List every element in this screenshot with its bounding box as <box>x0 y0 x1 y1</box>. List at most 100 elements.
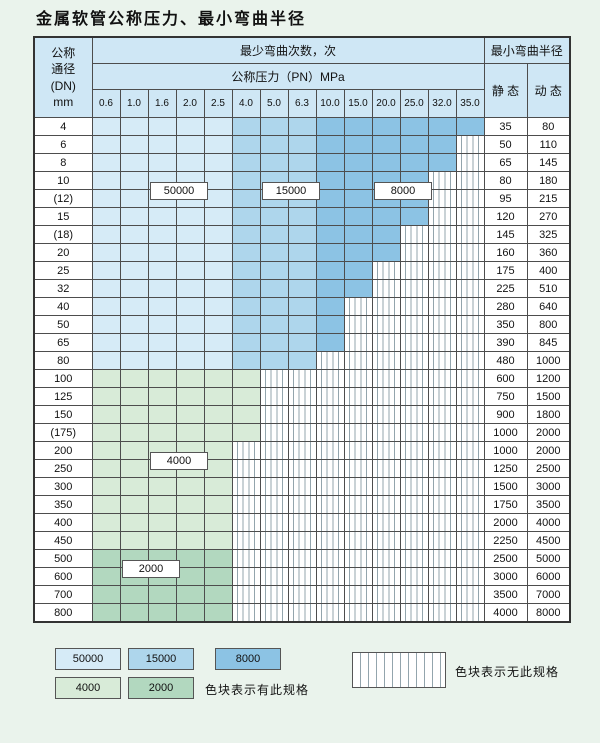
dynamic-cell: 325 <box>526 225 571 244</box>
spec-cell-none <box>259 603 289 623</box>
pressure-value: 2.0 <box>175 89 205 118</box>
spec-cell-none <box>259 477 289 496</box>
spec-cell-15000 <box>231 243 261 262</box>
zone-label-2000: 2000 <box>122 560 180 578</box>
spec-cell-4000 <box>91 459 121 478</box>
dynamic-cell: 7000 <box>526 585 571 604</box>
table-row: 350 1750 3500 <box>33 495 571 514</box>
spec-cell-none <box>399 441 429 460</box>
spec-cell-none <box>399 531 429 550</box>
spec-cell-50000 <box>119 333 149 352</box>
spec-cell-15000 <box>231 261 261 280</box>
spec-cell-none <box>287 459 317 478</box>
spec-cell-50000 <box>147 279 177 298</box>
spec-cell-none <box>259 495 289 514</box>
dynamic-cell: 180 <box>526 171 571 190</box>
dynamic-cell: 510 <box>526 279 571 298</box>
spec-cell-4000 <box>119 405 149 424</box>
spec-cell-15000 <box>231 351 261 370</box>
spec-cell-15000 <box>259 333 289 352</box>
dn-cell: 4 <box>33 117 93 136</box>
static-cell: 1500 <box>483 477 528 496</box>
spec-cell-2000 <box>203 585 233 604</box>
zone-label-4000: 4000 <box>150 452 208 470</box>
legend-box-8000: 8000 <box>215 648 281 670</box>
spec-cell-none <box>315 531 345 550</box>
pressure-values-row: 0.6 1.0 1.6 2.0 2.5 4.0 5.0 6.3 10.0 15.0 20.0 25.0… <box>34 89 570 118</box>
spec-cell-8000 <box>455 117 485 136</box>
spec-cell-none <box>259 369 289 388</box>
spec-cell-none <box>315 369 345 388</box>
spec-cell-none <box>343 603 373 623</box>
spec-cell-none <box>455 333 485 352</box>
spec-cell-none <box>343 297 373 316</box>
spec-cell-15000 <box>231 117 261 136</box>
table-row: 4 35 80 <box>33 117 571 136</box>
spec-cell-50000 <box>175 153 205 172</box>
dynamic-cell: 2500 <box>526 459 571 478</box>
dynamic-cell: 3000 <box>526 477 571 496</box>
spec-cell-8000 <box>399 117 429 136</box>
spec-cell-50000 <box>119 207 149 226</box>
table-row: (18) 145 325 <box>33 225 571 244</box>
table-row: (175) 1000 2000 <box>33 423 571 442</box>
spec-cell-2000 <box>203 549 233 568</box>
spec-cell-none <box>343 477 373 496</box>
spec-cell-2000 <box>203 603 233 623</box>
spec-cell-none <box>343 549 373 568</box>
spec-cell-2000 <box>203 567 233 586</box>
spec-cell-4000 <box>147 369 177 388</box>
spec-cell-15000 <box>259 135 289 154</box>
spec-cell-none <box>427 225 457 244</box>
spec-cell-none <box>371 369 401 388</box>
spec-cell-none <box>343 567 373 586</box>
dn-cell: 40 <box>33 297 93 316</box>
spec-cell-none <box>455 531 485 550</box>
spec-cell-none <box>287 369 317 388</box>
spec-cell-50000 <box>203 243 233 262</box>
static-cell: 95 <box>483 189 528 208</box>
spec-cell-8000 <box>343 207 373 226</box>
static-cell: 1250 <box>483 459 528 478</box>
spec-cell-none <box>259 423 289 442</box>
dn-cell: 10 <box>33 171 93 190</box>
spec-cell-2000 <box>91 603 121 623</box>
static-cell: 3000 <box>483 567 528 586</box>
static-cell: 600 <box>483 369 528 388</box>
spec-cell-none <box>399 297 429 316</box>
spec-cell-15000 <box>287 279 317 298</box>
dn-cell: (18) <box>33 225 93 244</box>
spec-cell-none <box>455 315 485 334</box>
spec-cell-50000 <box>119 117 149 136</box>
dynamic-header: 动 态 <box>526 63 571 118</box>
spec-cell-4000 <box>231 387 261 406</box>
dn-cell: 350 <box>33 495 93 514</box>
dn-cell: 20 <box>33 243 93 262</box>
spec-cell-none <box>343 351 373 370</box>
spec-cell-none <box>399 333 429 352</box>
spec-cell-none <box>371 567 401 586</box>
spec-cell-none <box>371 477 401 496</box>
spec-cell-50000 <box>91 243 121 262</box>
spec-cell-50000 <box>175 243 205 262</box>
spec-cell-2000 <box>91 549 121 568</box>
spec-cell-none <box>231 567 261 586</box>
spec-cell-none <box>455 153 485 172</box>
static-cell: 2500 <box>483 549 528 568</box>
spec-cell-none <box>371 279 401 298</box>
spec-cell-50000 <box>119 243 149 262</box>
dynamic-cell: 2000 <box>526 423 571 442</box>
spec-cell-none <box>455 369 485 388</box>
dn-cell: 50 <box>33 315 93 334</box>
spec-cell-4000 <box>147 423 177 442</box>
dn-header-line: 通径 <box>51 62 76 77</box>
spec-cell-none <box>371 513 401 532</box>
spec-cell-none <box>259 405 289 424</box>
spec-cell-none <box>371 549 401 568</box>
spec-cell-none <box>371 603 401 623</box>
static-cell: 350 <box>483 315 528 334</box>
spec-cell-none <box>455 243 485 262</box>
spec-cell-none <box>343 531 373 550</box>
spec-cell-none <box>427 459 457 478</box>
pressure-value: 1.6 <box>147 89 177 118</box>
